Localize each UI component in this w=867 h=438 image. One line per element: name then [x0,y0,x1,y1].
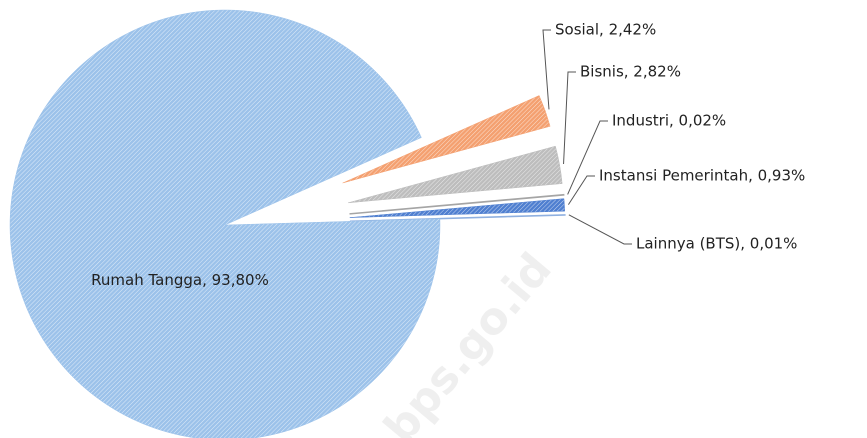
pie-slice [349,193,565,215]
pie-slice [347,145,563,204]
leader-line [567,175,595,205]
pie-slice [9,9,441,438]
data-label: Bisnis, 2,82% [580,63,681,81]
pie-slice [349,198,565,218]
leader-line [567,120,608,195]
leader-line [542,29,551,110]
leader-line [568,214,632,245]
data-label: Sosial, 2,42% [555,21,656,39]
leader-line [563,71,576,165]
data-label: Industri, 0,02% [612,112,726,130]
pie-slice [342,95,551,184]
data-label: Instansi Pemerintah, 0,93% [599,167,805,185]
data-label: Lainnya (BTS), 0,01% [636,235,797,253]
data-label: Rumah Tangga, 93,80% [91,271,269,289]
